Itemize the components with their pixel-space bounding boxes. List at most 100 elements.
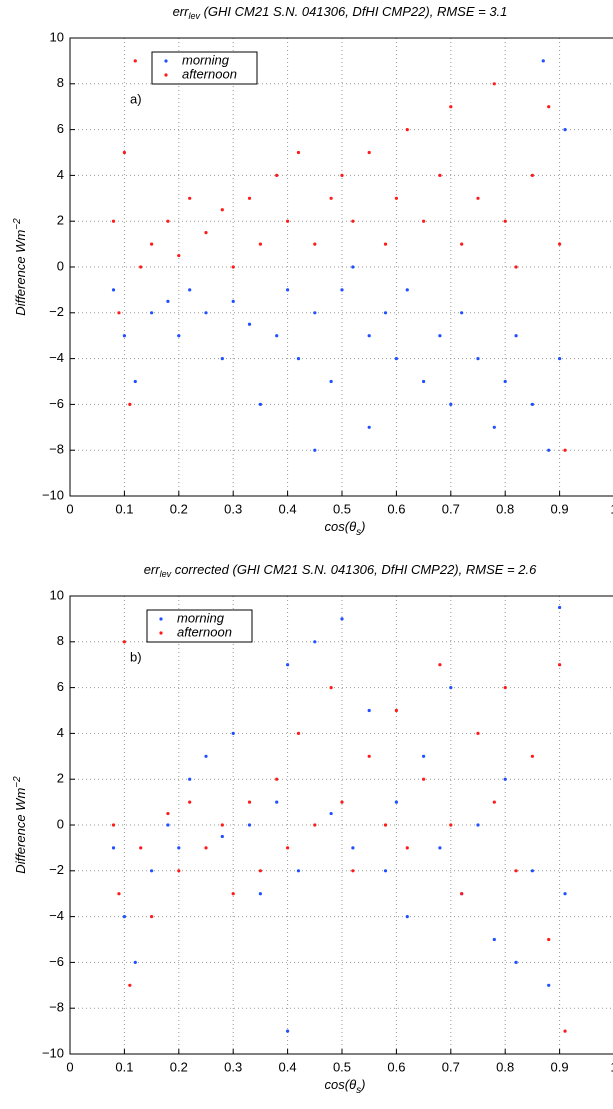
data-point	[188, 196, 192, 200]
data-point	[133, 379, 137, 384]
x-tick-label: 0.4	[279, 501, 297, 516]
data-point	[405, 288, 409, 292]
legend-label: afternoon	[182, 66, 237, 81]
legend-box	[151, 51, 258, 85]
data-point	[220, 208, 224, 212]
x-tick-label: 0.2	[170, 501, 188, 516]
y-tick-label: 8	[57, 633, 64, 648]
x-tick-label: 0.8	[496, 501, 514, 516]
y-tick-label: 0	[57, 258, 64, 273]
y-tick-label: −6	[49, 396, 64, 411]
data-point	[150, 311, 154, 315]
y-tick-label: −10	[42, 487, 64, 502]
y-tick-label: 6	[57, 121, 64, 136]
data-point	[449, 402, 453, 406]
data-point	[530, 173, 535, 177]
x-axis-label: cos(θs)	[325, 1077, 366, 1095]
data-point	[111, 288, 116, 292]
title-main: err	[173, 4, 190, 19]
data-point	[460, 242, 464, 246]
data-point	[563, 128, 567, 132]
data-point	[438, 846, 442, 850]
data-point	[275, 173, 279, 177]
data-point	[514, 960, 518, 965]
data-point	[449, 105, 453, 109]
data-point	[340, 800, 344, 804]
data-point	[383, 242, 388, 246]
data-point	[541, 59, 545, 63]
data-point	[547, 983, 551, 987]
y-label-sup: −2	[12, 218, 23, 230]
data-point	[438, 173, 442, 177]
x-label-main: cos(θ	[325, 1077, 357, 1092]
y-tick-label: −2	[49, 304, 64, 319]
data-point	[351, 219, 355, 223]
data-point	[492, 82, 496, 86]
data-point	[383, 311, 388, 315]
data-point	[558, 242, 562, 246]
data-point	[286, 663, 290, 667]
y-tick-label: −8	[49, 442, 64, 457]
y-tick-label: −4	[49, 350, 64, 365]
data-point	[296, 869, 301, 873]
data-point	[133, 59, 137, 63]
data-point	[220, 357, 224, 361]
data-point	[367, 754, 371, 758]
x-label-main: cos(θ	[325, 519, 357, 534]
data-point	[258, 242, 262, 246]
x-tick-label: 0.6	[387, 1059, 405, 1074]
data-point	[383, 869, 388, 873]
data-point	[503, 777, 507, 781]
x-tick-label: 1	[610, 501, 613, 516]
data-point	[166, 811, 170, 816]
x-tick-label: 0	[66, 501, 73, 516]
x-tick-label: 0.7	[442, 1059, 460, 1074]
data-point	[139, 265, 143, 269]
data-point	[258, 402, 262, 406]
data-point	[117, 892, 121, 896]
y-tick-label: 2	[57, 213, 64, 228]
x-tick-label: 0.6	[387, 501, 405, 516]
data-point	[286, 1029, 290, 1033]
data-point	[367, 334, 371, 338]
data-point	[547, 448, 551, 452]
x-tick-label: 0.8	[496, 1059, 514, 1074]
data-point	[438, 334, 442, 338]
data-point	[313, 311, 317, 315]
x-label-sub: s	[356, 1085, 361, 1096]
data-point	[476, 196, 480, 200]
data-point	[204, 311, 208, 315]
data-point	[383, 823, 388, 827]
data-point	[558, 357, 562, 361]
data-point	[503, 686, 507, 690]
data-point	[220, 823, 224, 827]
data-point	[492, 425, 496, 429]
x-tick-label: 1	[610, 1059, 613, 1074]
data-point	[394, 800, 398, 804]
data-point	[367, 425, 371, 429]
x-tick-label: 0.1	[115, 1059, 133, 1074]
chart-title: errlev corrected (GHI CM21 S.N. 041306, …	[144, 562, 537, 579]
data-point	[313, 640, 317, 644]
data-point	[438, 663, 442, 667]
y-tick-label: 4	[57, 725, 64, 740]
legend-marker	[159, 631, 163, 635]
data-point	[204, 846, 208, 850]
data-point	[128, 402, 132, 406]
data-point	[150, 242, 154, 246]
data-point	[476, 731, 480, 736]
data-point	[122, 150, 126, 155]
y-tick-label: −4	[49, 908, 64, 923]
data-point	[166, 299, 170, 303]
data-point	[503, 219, 507, 223]
x-label-end: )	[359, 1077, 365, 1092]
data-point	[329, 379, 333, 384]
data-point	[231, 265, 235, 269]
y-tick-label: 2	[57, 771, 64, 786]
x-label-end: )	[359, 519, 365, 534]
title-sub: lev	[188, 11, 200, 21]
data-point	[492, 937, 496, 942]
data-point	[111, 219, 116, 223]
y-axis-label: Difference Wm−2	[12, 776, 29, 874]
data-point	[122, 640, 126, 644]
